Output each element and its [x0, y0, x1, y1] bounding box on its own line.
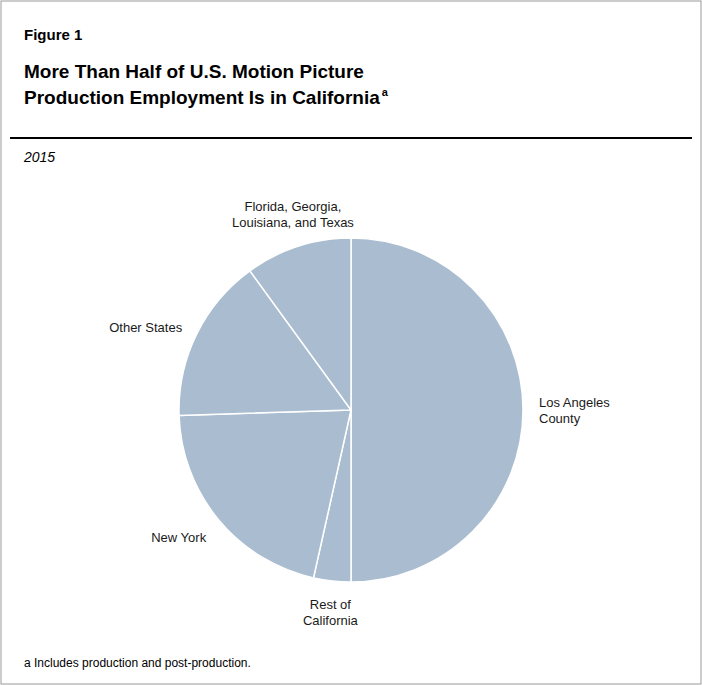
title: More Than Half of U.S. Motion Picture Pro… — [24, 61, 380, 108]
slice-label-line: California — [303, 613, 359, 628]
pie — [179, 238, 523, 582]
slice-label-line: Los Angeles — [539, 395, 610, 410]
title-superscript: a — [382, 86, 389, 98]
slice-label: Rest ofCalifornia — [303, 597, 359, 628]
slice-label-line: Rest of — [310, 597, 352, 612]
slice-label: Los AngelesCounty — [539, 395, 610, 426]
frame — [1, 1, 701, 684]
slice-label: New York — [151, 530, 206, 545]
slice-label: Florida, Georgia,Louisiana, and Texas — [232, 199, 354, 230]
slice-label-line: Louisiana, and Texas — [232, 215, 354, 230]
slice-label-line: Other States — [109, 320, 182, 335]
pie-slice — [351, 238, 523, 582]
footnote: a Includes production and post-productio… — [24, 656, 251, 670]
chart-svg: Figure 1 More Than Half of U.S. Motion Pi… — [0, 0, 702, 685]
subtitle: 2015 — [23, 149, 55, 165]
slice-label-line: County — [539, 411, 581, 426]
pie-slice — [179, 410, 351, 578]
header-divider — [10, 137, 692, 139]
title-line: More Than Half of U.S. Motion Picture — [24, 61, 364, 82]
slice-label-line: Florida, Georgia, — [244, 199, 341, 214]
slice-label-line: New York — [151, 530, 206, 545]
labels: Los AngelesCounty Rest ofCalifornia New Yo… — [109, 199, 610, 628]
slice-label: Other States — [109, 320, 182, 335]
pie-slice — [250, 238, 351, 410]
figure-label: Figure 1 — [24, 26, 82, 43]
title-line: Production Employment Is in California — [24, 87, 380, 108]
